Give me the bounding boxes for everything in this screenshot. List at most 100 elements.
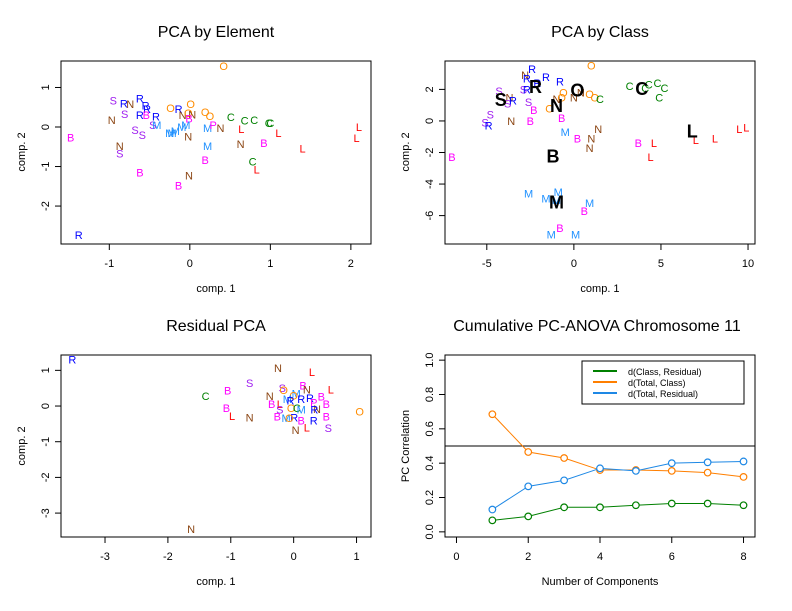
- data-point-c: C: [660, 83, 668, 95]
- data-point-r: R: [287, 396, 295, 408]
- data-point-n: N: [187, 524, 195, 536]
- data-point-m: M: [554, 187, 563, 199]
- data-point-s: S: [131, 125, 138, 137]
- series-point-2: [739, 457, 748, 466]
- panel-residual-pca: Residual PCA comp. 1 comp. 2 -3 -2 -1 0 1 1 0 -…: [16, 318, 372, 588]
- data-point-b: B: [527, 116, 534, 128]
- chart-title: Cumulative PC-ANOVA Chromosome 11: [453, 318, 741, 335]
- class-centroid-b: B: [546, 147, 559, 167]
- data-point-c: C: [241, 115, 249, 127]
- x-tick-label: 0: [571, 258, 577, 270]
- y-tick-label: 2: [424, 86, 436, 92]
- class-centroid-l: L: [687, 121, 698, 141]
- data-point-l: L: [693, 135, 699, 147]
- y-tick-label: -1: [40, 162, 52, 172]
- data-point-b: B: [185, 113, 192, 125]
- panel-pca-by-element: PCA by Element comp. 1 comp. 2 -1 0 1 2 1 0 -1…: [16, 24, 372, 295]
- data-point-n: N: [587, 133, 595, 145]
- series-point-0: [667, 499, 676, 508]
- x-tick-label: 1: [353, 551, 359, 563]
- x-tick-label: -1: [104, 258, 114, 270]
- data-point-b: B: [635, 138, 642, 150]
- data-point-r: R: [142, 100, 150, 112]
- data-point-n: N: [292, 425, 300, 437]
- series-point-1: [739, 473, 748, 481]
- data-point-b: B: [298, 415, 305, 427]
- series-point-2: [667, 459, 676, 468]
- data-point-m: M: [297, 405, 306, 417]
- data-point-l: L: [238, 124, 244, 136]
- panel-cumulative-pc-anova: Cumulative PC-ANOVA Chromosome 11 Number…: [400, 318, 756, 588]
- data-point-m: M: [585, 198, 594, 210]
- data-point-r: R: [310, 405, 318, 417]
- y-axis-label: comp. 2: [16, 132, 28, 171]
- data-point-b: B: [448, 152, 455, 164]
- data-point-r: R: [143, 104, 151, 116]
- data-point-m: M: [168, 128, 177, 140]
- data-point-n: N: [179, 110, 187, 122]
- y-tick-label: 0: [40, 124, 52, 130]
- chart-title: PCA by Class: [551, 24, 649, 41]
- data-point-n: N: [246, 412, 254, 424]
- data-point-m: M: [203, 141, 212, 153]
- y-tick-label: 0.6: [424, 421, 436, 436]
- data-point-l: L: [275, 128, 281, 140]
- data-point-b: B: [581, 206, 588, 218]
- data-point-r: R: [306, 393, 314, 405]
- data-point-n: N: [577, 88, 585, 100]
- data-point-c: C: [596, 94, 604, 106]
- data-point-b: B: [558, 113, 565, 125]
- series-point-0: [560, 503, 569, 512]
- data-point-m: M: [552, 195, 561, 207]
- series-point-0: [631, 501, 640, 510]
- data-point-n: N: [237, 139, 245, 151]
- data-point-o: O: [289, 390, 298, 402]
- x-tick-label: -2: [163, 551, 173, 563]
- data-point-c: C: [266, 118, 274, 130]
- class-centroid-m: M: [549, 192, 564, 212]
- data-point-s: S: [525, 97, 532, 109]
- y-tick-label: 1: [40, 84, 52, 90]
- series-point-2: [488, 505, 497, 514]
- data-point-r: R: [509, 95, 517, 107]
- data-point-n: N: [116, 141, 124, 153]
- data-point-l: L: [712, 133, 718, 145]
- series-point-1: [524, 448, 533, 456]
- data-point-m: M: [181, 120, 190, 132]
- chart-title: PCA by Element: [158, 24, 275, 41]
- data-point-m: M: [203, 123, 212, 135]
- data-point-r: R: [120, 98, 128, 110]
- data-point-l: L: [328, 384, 334, 396]
- legend: d(Class, Residual) d(Total, Class) d(Tot…: [581, 360, 745, 405]
- data-point-l: L: [254, 164, 260, 176]
- data-point-c: C: [202, 391, 210, 403]
- y-tick-label: 1: [40, 367, 52, 373]
- data-point-r: R: [175, 104, 183, 116]
- data-point-m: M: [561, 127, 570, 139]
- legend-label: d(Class, Residual): [628, 367, 702, 377]
- data-point-n: N: [184, 131, 192, 143]
- data-point-c: C: [655, 92, 663, 104]
- plot-frame: [60, 60, 372, 245]
- data-point-o: O: [166, 103, 175, 115]
- series-point-0: [596, 503, 604, 512]
- plot-frame: [60, 354, 372, 538]
- data-point-s: S: [121, 109, 128, 121]
- data-point-r: R: [533, 78, 541, 90]
- data-point-r: R: [556, 77, 564, 89]
- data-point-c: C: [265, 118, 273, 130]
- data-point-c: C: [645, 80, 653, 92]
- data-point-b: B: [323, 412, 330, 424]
- data-point-s: S: [520, 84, 527, 96]
- data-point-n: N: [266, 391, 274, 403]
- data-point-p: P: [210, 120, 217, 132]
- data-point-s: S: [279, 383, 286, 395]
- panel-pca-by-class: PCA by Class comp. 1 comp. 2 -5 0 5 10 2 0 -2 -…: [400, 24, 756, 295]
- x-tick-label: 5: [658, 258, 664, 270]
- legend-label: d(Total, Class): [628, 378, 686, 388]
- series-point-1: [703, 468, 712, 477]
- data-point-n: N: [188, 109, 196, 121]
- data-point-r: R: [290, 412, 298, 424]
- data-point-m: M: [571, 230, 580, 242]
